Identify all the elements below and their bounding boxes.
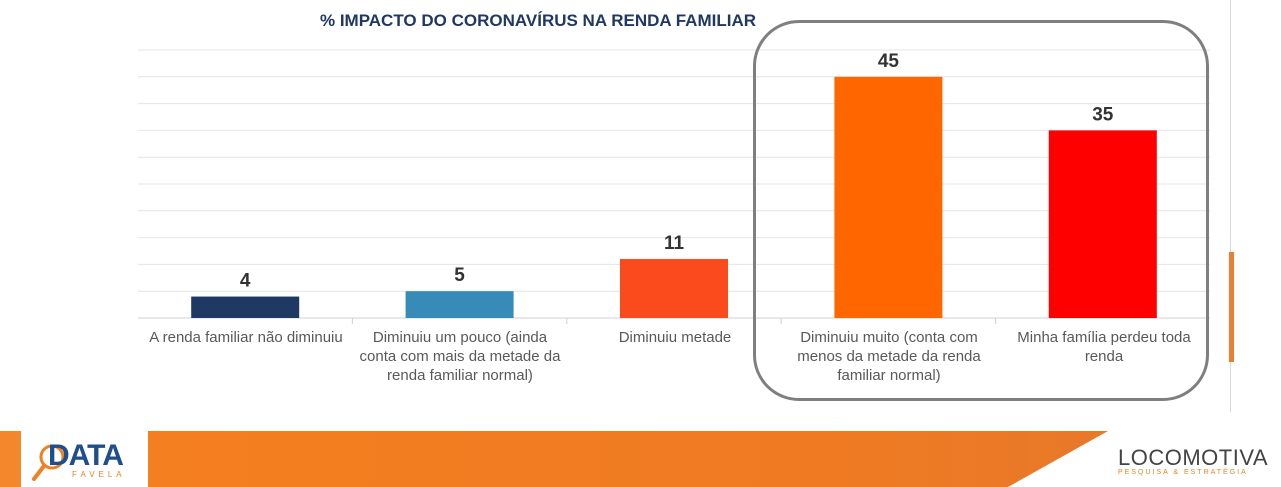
footer-band: DATA FAVELA LOCOMOTIVA PESQUISA & ESTRAT… <box>0 431 1281 487</box>
footer-orange-band <box>148 431 1108 487</box>
value-label-1: 4 <box>240 271 251 292</box>
bars <box>191 76 1157 318</box>
chart-title: % IMPACTO DO CORONAVÍRUS NA RENDA FAMILI… <box>319 11 757 30</box>
logo-data-text: DATA <box>48 439 124 472</box>
category-label-4: Diminuiu muito (conta com menos da metad… <box>797 329 981 384</box>
bar-1 <box>191 296 300 318</box>
logo-favela-text: FAVELA <box>72 470 126 479</box>
right-accent-bar <box>1229 252 1234 362</box>
category-label-1: A renda familiar não diminuiu <box>149 329 343 346</box>
value-label-4: 45 <box>878 51 900 72</box>
category-label-2: Diminuiu um pouco (ainda conta com mais … <box>359 329 561 384</box>
gridlines <box>138 49 1210 324</box>
value-label-5: 35 <box>1092 104 1114 125</box>
category-label-3: Diminuiu metade <box>618 329 732 346</box>
bar-4 <box>834 76 943 318</box>
footer-left-block <box>0 431 21 487</box>
logo-locomotiva-text: LOCOMOTIVA <box>1118 445 1269 470</box>
bar-3 <box>620 259 728 318</box>
logo-locomotiva-sub: PESQUISA & ESTRATÉGIA <box>1118 469 1248 476</box>
magnifier-icon <box>32 444 65 481</box>
highlight-frame <box>753 20 1209 401</box>
data-favela-logo: DATA FAVELA <box>30 439 140 485</box>
locomotiva-logo: LOCOMOTIVA PESQUISA & ESTRATÉGIA <box>1118 445 1268 481</box>
value-label-2: 5 <box>454 265 465 286</box>
bar-5 <box>1048 130 1157 318</box>
value-label-3: 11 <box>664 233 685 254</box>
right-divider <box>1230 0 1231 412</box>
category-label-5: Minha família perdeu toda renda <box>1017 329 1191 365</box>
bar-2 <box>405 291 514 318</box>
